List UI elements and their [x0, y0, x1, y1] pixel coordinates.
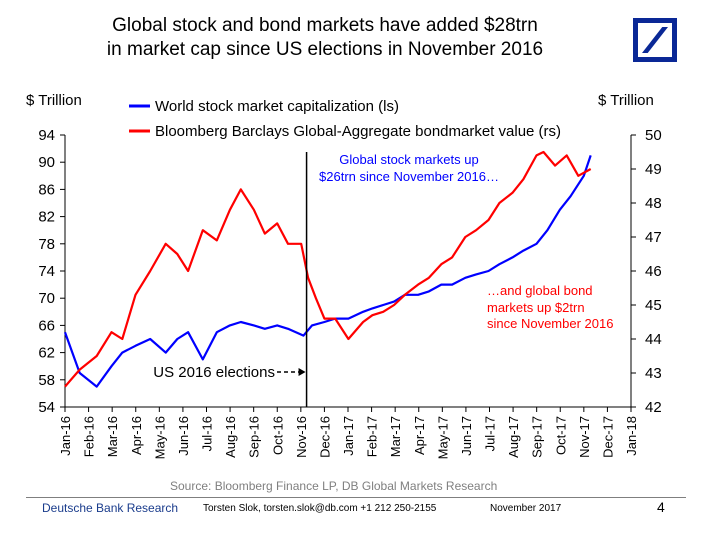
x-axis-ticks: Jan-16 Feb-16 Mar-16 Apr-16 May-16 Jun-16 Jul-… [58, 407, 639, 459]
right-tick-label: 43 [645, 365, 662, 382]
election-arrow-head [298, 368, 306, 376]
x-tick-label: Jun-17 [459, 416, 474, 456]
x-tick-label: Apr-17 [412, 416, 427, 455]
series-group [63, 150, 592, 407]
x-tick-label: Jul-16 [200, 416, 215, 451]
chart-title: Global stock and bond markets have added… [40, 14, 610, 62]
left-tick-label: 54 [38, 399, 55, 416]
x-tick-label: Nov-17 [577, 416, 592, 458]
footer-divider [26, 497, 686, 498]
right-tick-label: 50 [645, 127, 662, 144]
x-tick-label: Apr-16 [129, 416, 144, 455]
stock-annotation-line-2: $26trn since November 2016… [319, 169, 499, 184]
right-axis-ticks: 50 49 48 47 46 45 44 43 42 [631, 127, 662, 416]
x-tick-label: Nov-16 [294, 416, 309, 458]
x-tick-label: Oct-16 [270, 416, 285, 455]
x-tick-label: Dec-17 [600, 416, 615, 458]
annotations: Global stock markets up $26trn since Nove… [153, 152, 613, 381]
bond-annotation-line-3: since November 2016 [487, 316, 613, 331]
left-tick-label: 82 [38, 209, 55, 226]
bond-annotation-line-1: …and global bond [487, 283, 593, 298]
left-tick-label: 78 [38, 236, 55, 253]
left-tick-label: 66 [38, 317, 55, 334]
bond-annotation-line-2: markets up $2trn [487, 300, 585, 315]
x-tick-label: May-17 [435, 416, 450, 459]
x-tick-label: Jan-17 [341, 416, 356, 456]
x-tick-label: Sep-17 [530, 416, 545, 458]
left-tick-label: 62 [38, 345, 55, 362]
right-tick-label: 44 [645, 331, 662, 348]
x-tick-label: Mar-17 [388, 416, 403, 457]
right-tick-label: 48 [645, 195, 662, 212]
x-tick-label: Jan-18 [624, 416, 639, 456]
x-tick-label: Mar-16 [105, 416, 120, 457]
left-axis-ticks: 94 90 86 82 78 74 70 66 62 58 54 [38, 127, 65, 416]
title-line-1: Global stock and bond markets have added… [112, 15, 538, 36]
legend-label: World stock market capitalization (ls) [155, 98, 399, 115]
brand-name: Deutsche Bank Research [42, 501, 179, 515]
deutsche-bank-logo-icon [633, 18, 677, 62]
right-tick-label: 45 [645, 297, 662, 314]
x-tick-label: Aug-16 [223, 416, 238, 458]
x-tick-label: Jul-17 [483, 416, 498, 451]
legend: World stock market capitalization (ls) Bl… [129, 98, 561, 140]
x-tick-label: Aug-17 [506, 416, 521, 458]
x-tick-label: Sep-16 [247, 416, 262, 458]
title-line-2: in market cap since US elections in Nove… [106, 39, 544, 60]
x-tick-label: May-16 [152, 416, 167, 459]
report-date: November 2017 [490, 503, 562, 514]
author-contact: Torsten Slok, torsten.slok@db.com +1 212… [203, 503, 437, 514]
x-tick-label: Jun-16 [176, 416, 191, 456]
stock-annotation-line-1: Global stock markets up [339, 152, 478, 167]
x-tick-label: Feb-17 [365, 416, 380, 457]
right-tick-label: 49 [645, 161, 662, 178]
left-tick-label: 70 [38, 290, 55, 307]
right-axis-unit: $ Trillion [598, 92, 654, 109]
right-tick-label: 46 [645, 263, 662, 280]
right-tick-label: 47 [645, 229, 662, 246]
page-number: 4 [657, 499, 665, 515]
legend-label: Bloomberg Barclays Global-Aggregate bond… [155, 123, 561, 140]
left-tick-label: 58 [38, 372, 55, 389]
x-tick-label: Jan-16 [58, 416, 73, 456]
right-tick-label: 42 [645, 399, 662, 416]
x-tick-label: Feb-16 [82, 416, 97, 457]
x-tick-label: Oct-17 [553, 416, 568, 455]
left-tick-label: 94 [38, 127, 55, 144]
stock-market-cap-line [63, 155, 592, 388]
election-annotation: US 2016 elections [153, 364, 275, 381]
left-axis-unit: $ Trillion [26, 92, 82, 109]
bond-market-value-line [64, 150, 592, 388]
left-tick-label: 90 [38, 154, 55, 171]
x-tick-label: Dec-16 [317, 416, 332, 458]
source-note: Source: Bloomberg Finance LP, DB Global … [170, 479, 498, 493]
left-tick-label: 86 [38, 181, 55, 198]
left-tick-label: 74 [38, 263, 55, 280]
